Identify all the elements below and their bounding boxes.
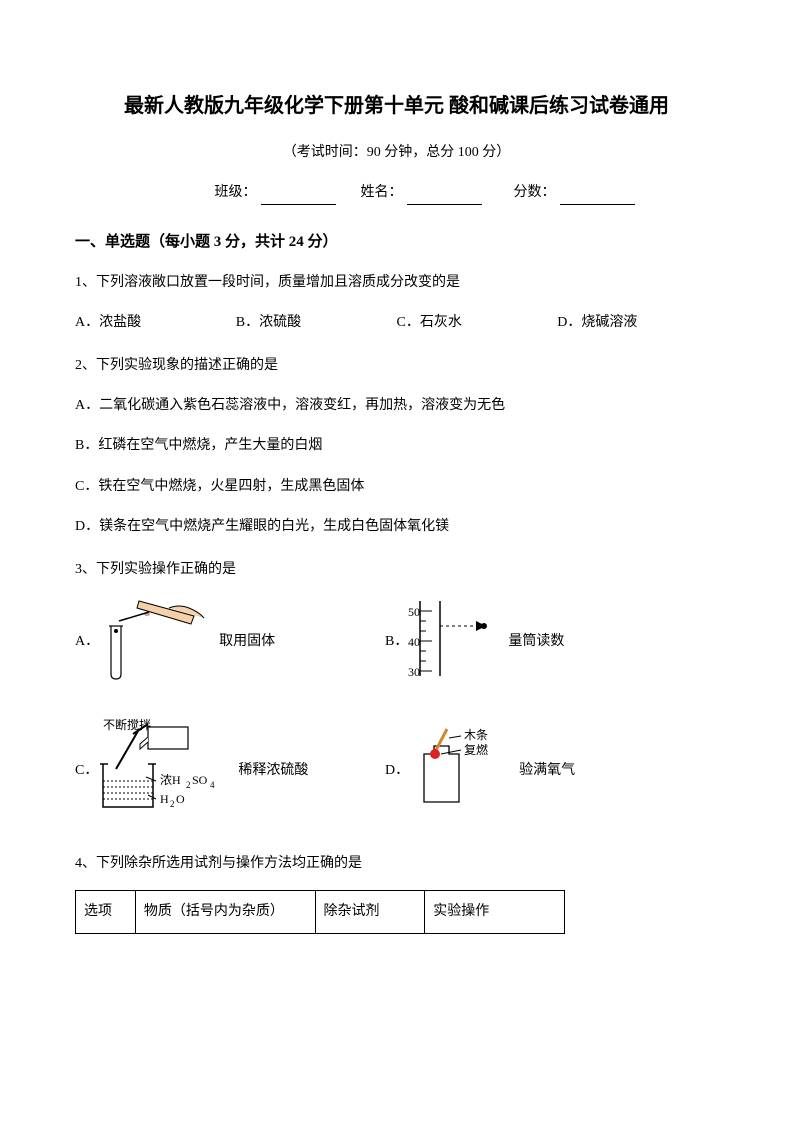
- svg-text:50: 50: [408, 605, 420, 619]
- question-1: 1、下列溶液敞口放置一段时间，质量增加且溶质成分改变的是 A．浓盐酸 B．浓硫酸…: [75, 272, 718, 335]
- q1-opt-d: D．烧碱溶液: [557, 312, 718, 334]
- svg-text:木条: 木条: [464, 728, 488, 742]
- svg-text:复燃: 复燃: [464, 742, 488, 757]
- q3-opt-d: D． 木条 复燃 验满氧气: [385, 724, 575, 817]
- svg-text:O: O: [176, 792, 185, 806]
- q3-stem: 3、下列实验操作正确的是: [75, 559, 718, 581]
- q1-opt-c: C．石灰水: [397, 312, 558, 334]
- question-3: 3、下列实验操作正确的是 A． 取用固体 B．: [75, 559, 718, 823]
- q3-c-letter: C．: [75, 760, 98, 782]
- exam-info: （考试时间：90 分钟，总分 100 分）: [75, 142, 718, 164]
- q3-c-label: 稀释浓硫酸: [238, 760, 308, 782]
- q3-b-label: 量筒读数: [508, 631, 564, 653]
- th-option: 选项: [76, 891, 136, 934]
- svg-text:40: 40: [408, 635, 420, 649]
- svg-text:浓H: 浓H: [160, 773, 181, 787]
- q3-a-letter: A．: [75, 631, 99, 653]
- q3-opt-c: C． 不断搅拌 浓H2SO4 H2O: [75, 719, 385, 822]
- section-1-title: 一、单选题（每小题 3 分，共计 24 分）: [75, 230, 718, 254]
- class-label: 班级：: [215, 185, 257, 200]
- q2-opt-d: D．镁条在空气中燃烧产生耀眼的白光，生成白色固体氧化镁: [75, 516, 718, 538]
- question-4: 4、下列除杂所选用试剂与操作方法均正确的是 选项 物质（括号内为杂质） 除杂试剂…: [75, 853, 718, 935]
- q4-stem: 4、下列除杂所选用试剂与操作方法均正确的是: [75, 853, 718, 875]
- svg-text:2: 2: [186, 780, 191, 790]
- question-2: 2、下列实验现象的描述正确的是 A．二氧化碳通入紫色石蕊溶液中，溶液变红，再加热…: [75, 355, 718, 539]
- fill-line: 班级： 姓名： 分数：: [135, 182, 718, 204]
- oxygen-diagram: 木条 复燃: [409, 724, 519, 817]
- q3-d-letter: D．: [385, 760, 409, 782]
- svg-text:H: H: [160, 792, 169, 806]
- score-blank: [560, 191, 635, 205]
- anno-stir: 不断搅拌: [103, 719, 151, 732]
- score-label: 分数：: [514, 185, 556, 200]
- svg-text:30: 30: [408, 665, 420, 679]
- table-row: 选项 物质（括号内为杂质） 除杂试剂 实验操作: [76, 891, 565, 934]
- q2-opt-b: B．红磷在空气中燃烧，产生大量的白烟: [75, 435, 718, 457]
- q2-opt-c: C．铁在空气中燃烧，火星四射，生成黑色固体: [75, 476, 718, 498]
- q3-opt-a: A． 取用固体: [75, 596, 385, 689]
- q1-stem: 1、下列溶液敞口放置一段时间，质量增加且溶质成分改变的是: [75, 272, 718, 294]
- q3-b-letter: B．: [385, 631, 408, 653]
- q2-stem: 2、下列实验现象的描述正确的是: [75, 355, 718, 377]
- q1-opt-a: A．浓盐酸: [75, 312, 236, 334]
- th-substance: 物质（括号内为杂质）: [135, 891, 315, 934]
- th-reagent: 除杂试剂: [315, 891, 425, 934]
- test-tube-diagram: [99, 596, 219, 689]
- dilute-diagram: 不断搅拌 浓H2SO4 H2O: [98, 719, 238, 822]
- q3-opt-b: B． 50 40 30: [385, 596, 564, 689]
- page-title: 最新人教版九年级化学下册第十单元 酸和碱课后练习试卷通用: [75, 90, 718, 122]
- svg-text:SO: SO: [192, 773, 208, 787]
- cylinder-diagram: 50 40 30: [408, 596, 508, 689]
- q2-opt-a: A．二氧化碳通入紫色石蕊溶液中，溶液变红，再加热，溶液变为无色: [75, 395, 718, 417]
- q3-a-label: 取用固体: [219, 631, 275, 653]
- q1-opt-b: B．浓硫酸: [236, 312, 397, 334]
- class-blank: [261, 191, 336, 205]
- svg-text:4: 4: [210, 780, 215, 790]
- name-label: 姓名：: [361, 185, 403, 200]
- q3-d-label: 验满氧气: [519, 760, 575, 782]
- name-blank: [407, 191, 482, 205]
- impurity-table: 选项 物质（括号内为杂质） 除杂试剂 实验操作: [75, 890, 565, 934]
- svg-text:2: 2: [170, 799, 175, 809]
- th-operation: 实验操作: [425, 891, 565, 934]
